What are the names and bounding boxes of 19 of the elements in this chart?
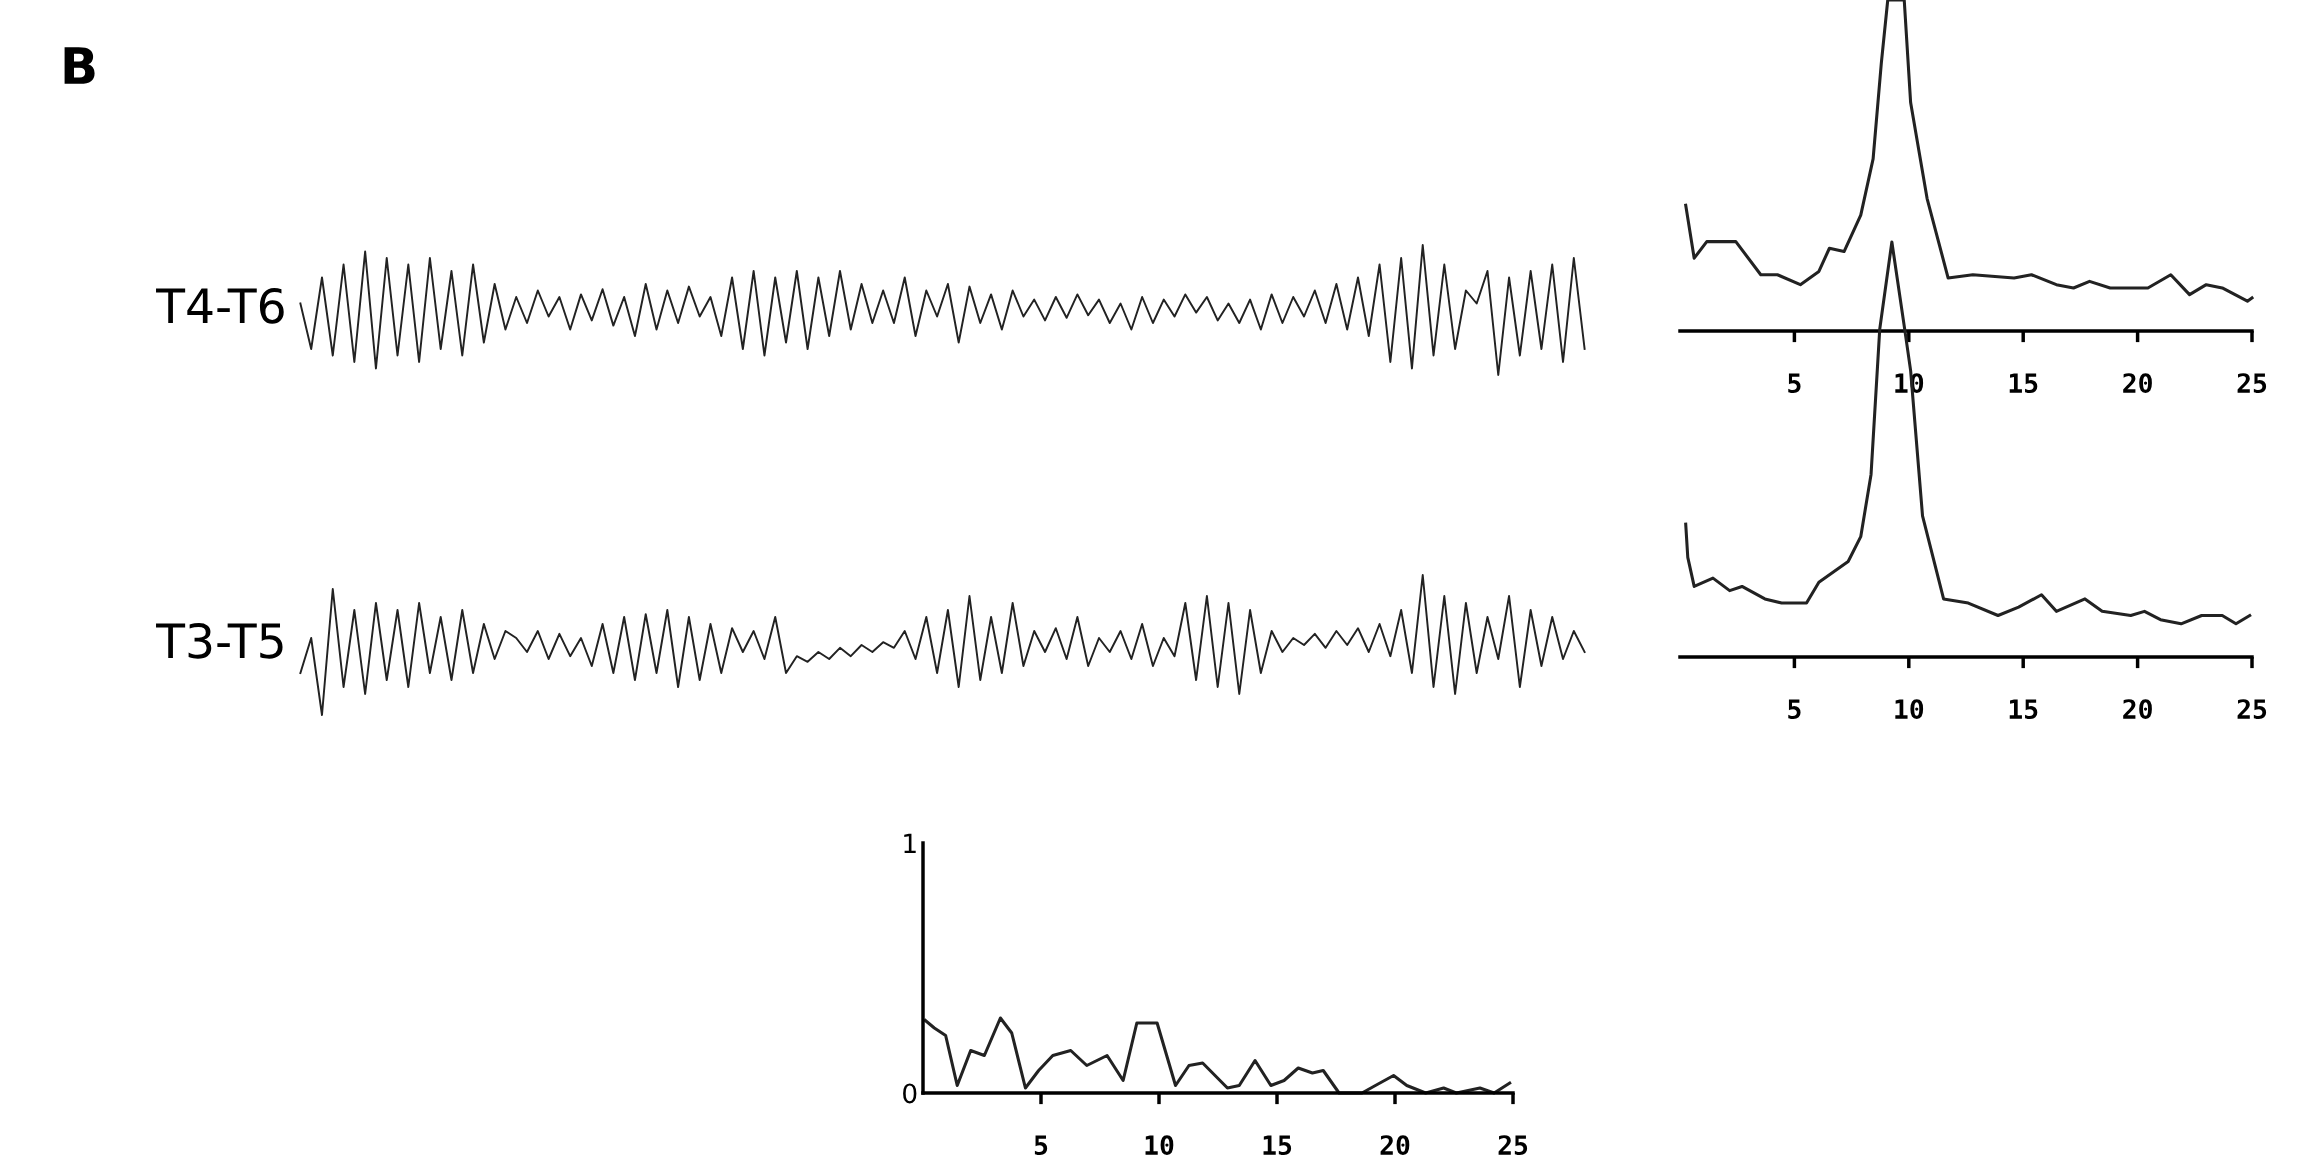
y-tick-label: 0	[903, 1083, 917, 1104]
x-tick-label: 5	[1788, 373, 1801, 394]
x-tick-label: 15	[2009, 373, 2038, 394]
y-axis-title: T4-T6	[156, 287, 284, 324]
y-axis-title: T3-T5	[156, 622, 283, 659]
x-tick-label: 25	[2237, 699, 2267, 720]
chart-title: B	[64, 47, 95, 84]
x-tick-label: 10	[1145, 1135, 1174, 1156]
x-tick-label: 25	[1498, 1135, 1528, 1156]
x-tick-label: 20	[2123, 373, 2152, 394]
x-tick-label: 15	[2009, 699, 2038, 720]
x-tick-label: 20	[1380, 1135, 1410, 1156]
x-tick-label: 5	[1034, 1135, 1048, 1156]
x-tick-label: 25	[2237, 373, 2267, 394]
x-tick-label: 20	[2123, 699, 2152, 720]
x-tick-label: 5	[1788, 699, 1801, 720]
x-tick-label: 15	[1263, 1135, 1292, 1156]
y-tick-label: 1	[904, 833, 916, 854]
x-tick-label: 10	[1895, 699, 1924, 720]
